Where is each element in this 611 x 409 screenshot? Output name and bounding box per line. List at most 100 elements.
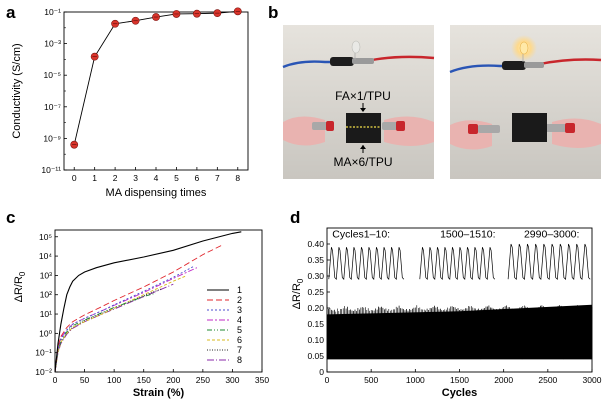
y-axis-label-main: ΔR/R [13, 276, 25, 302]
plot-frame [54, 229, 263, 373]
panel-label-d: d [290, 208, 300, 227]
x-tick-label: 350 [255, 375, 269, 385]
chart-c: 0 50 100 150 200 250 300 35010⁻²10⁻¹10⁰10¹10²10… [13, 229, 269, 399]
x-tick-label: 0 [325, 375, 330, 385]
annotation-cycles-1500-1510: 1500–1510: [440, 229, 495, 241]
legend-label-3: 3 [237, 305, 242, 315]
legend-label-8: 8 [237, 355, 242, 365]
legend-label-7: 7 [237, 345, 242, 355]
y-tick-label: 0.10 [307, 335, 324, 345]
x-tick-label: 0 [72, 173, 77, 183]
x-tick-label: 1000 [406, 375, 425, 385]
cycling-band-fill [327, 304, 592, 360]
x-tick-label: 2000 [494, 375, 513, 385]
x-axis-label: Strain (%) [133, 387, 185, 399]
y-tick-label: 0.20 [307, 303, 324, 313]
annotation-cycles-2990-3000: 2990–3000: [524, 229, 579, 241]
arrowhead-bottom [360, 145, 366, 149]
y-tick-label: 10⁻¹¹ [41, 165, 61, 175]
y-axis-label-sub: 0 [296, 278, 305, 283]
alligator-clip-black [502, 61, 526, 70]
glove-right [384, 116, 434, 146]
x-tick-label: 5 [174, 173, 179, 183]
x-tick-label: 4 [154, 173, 159, 183]
series-line-5 [55, 292, 156, 372]
y-tick-label: 0.40 [307, 239, 324, 249]
x-tick-label: 6 [195, 173, 200, 183]
y-tick-label: 10⁻¹ [44, 7, 61, 17]
y-tick-label: 0 [319, 367, 324, 377]
clip-right-red [565, 123, 575, 133]
chart-a: 0 1 2 3 4 5 6 7 8 10⁻¹¹ 10⁻⁹ 10⁻⁷ 10⁻⁵ 10⁻³ 10⁻¹ MA dis… [11, 7, 249, 199]
x-tick-label: 150 [137, 375, 151, 385]
y-tick-label: 10⁰ [39, 328, 52, 338]
inset-waveform-1 [328, 247, 405, 281]
series-line-2 [55, 243, 224, 372]
clip-left-red [468, 124, 478, 134]
y-tick-label: 10⁻⁵ [44, 70, 61, 80]
annotation-cycles-1-10: Cycles1–10: [332, 229, 390, 241]
y-tick-label: 0.05 [307, 351, 324, 361]
alligator-clip-metal [352, 58, 374, 64]
legend-label-1: 1 [237, 285, 242, 295]
led-off [351, 40, 361, 54]
blue-wire [282, 60, 332, 69]
chart-d: 0 500 1000 1500 2000 2500 3000 0 0.05 0.10 0.15 0.2… [291, 227, 602, 399]
x-tick-label: 0 [53, 375, 58, 385]
label-ma-tpu: MA×6/TPU [333, 155, 392, 169]
y-axis-label-main: ΔR/R [291, 283, 303, 309]
y-tick-label: 0.35 [307, 255, 324, 265]
x-tick-label: 500 [364, 375, 378, 385]
x-tick-label: 7 [215, 173, 220, 183]
series-line-1 [55, 231, 242, 372]
series-line-4 [55, 267, 198, 372]
inset-waveform-3 [507, 243, 591, 280]
alligator-clip-metal [524, 62, 544, 68]
blue-wire [449, 64, 505, 74]
y-axis-label: Conductivity (S/cm) [11, 43, 23, 138]
photo-right [449, 25, 602, 179]
clip-left-metal [478, 125, 500, 133]
x-tick-label: 3 [133, 173, 138, 183]
x-tick-label: 100 [107, 375, 121, 385]
y-tick-label: 10³ [40, 270, 52, 280]
y-axis-label-sub: 0 [18, 271, 27, 276]
led-on [519, 41, 529, 55]
x-tick-label: 2 [113, 173, 118, 183]
glove-left [283, 116, 325, 146]
y-tick-label: 10⁻² [35, 367, 52, 377]
y-tick-label: 0.15 [307, 319, 324, 329]
legend-label-5: 5 [237, 325, 242, 335]
x-tick-label: 200 [166, 375, 180, 385]
y-tick-label: 10⁻⁹ [43, 133, 61, 143]
alligator-clip-black [330, 57, 354, 66]
y-tick-label: 10⁵ [39, 232, 52, 242]
y-tick-label: 10² [40, 290, 52, 300]
series-line-6 [55, 275, 186, 372]
x-tick-label: 50 [80, 375, 90, 385]
legend-label-6: 6 [237, 335, 242, 345]
x-tick-label: 250 [196, 375, 210, 385]
inset-waveform-2 [419, 247, 496, 281]
y-tick-label: 10⁻⁷ [44, 102, 61, 112]
y-tick-label: 0.30 [307, 271, 324, 281]
x-tick-label: 1 [92, 173, 97, 183]
series-group [55, 231, 242, 372]
clip-left-red [326, 121, 334, 131]
series-line-8 [55, 283, 174, 372]
x-tick-label: 1500 [450, 375, 469, 385]
legend-label-4: 4 [237, 315, 242, 325]
y-axis-label: ΔR/R0 [13, 271, 27, 302]
panel-label-a: a [6, 3, 16, 22]
panel-label-c: c [6, 208, 15, 227]
tpu-sample [346, 113, 381, 143]
y-tick-label: 10⁴ [39, 251, 52, 261]
x-tick-label: 2500 [538, 375, 557, 385]
photo-left: FA×1/TPU MA×6/TPU [282, 25, 435, 179]
glove-right [552, 118, 601, 148]
y-tick-label: 0.25 [307, 287, 324, 297]
y-tick-label: 10⁻¹ [35, 348, 52, 358]
series-line-3 [55, 265, 195, 372]
y-tick-label: 10⁻³ [44, 39, 61, 49]
